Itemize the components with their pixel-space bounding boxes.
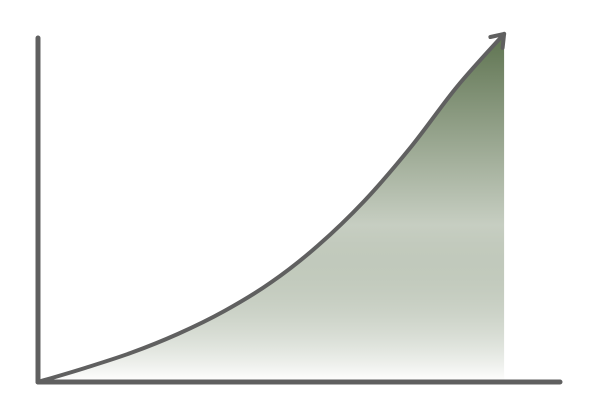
curve-arrowhead (488, 31, 507, 50)
growth-curve (36, 31, 507, 384)
area-fill (38, 33, 505, 383)
